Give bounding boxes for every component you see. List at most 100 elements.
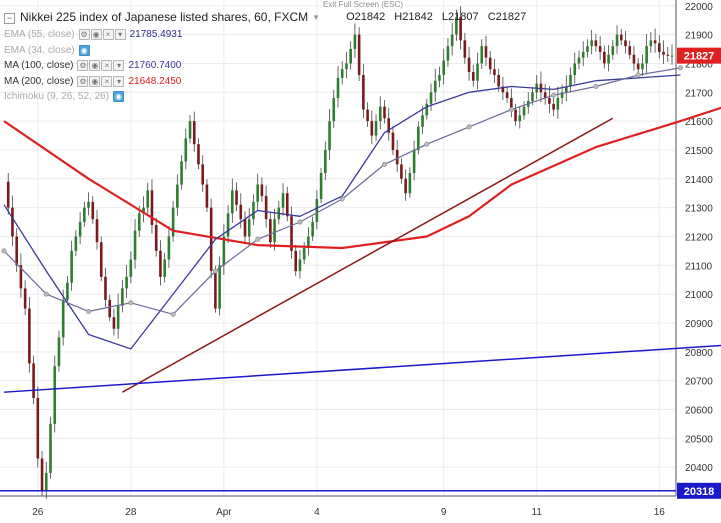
candle-body <box>104 276 107 300</box>
candle-body <box>467 57 471 73</box>
indicator-row-ema55[interactable]: EMA (55, close) ⚙ ◉ × ▾ 21785.4931 <box>4 27 532 43</box>
indicator-row-ichimoku[interactable]: Ichimoku (9, 26, 52, 26) ◉ <box>4 89 532 105</box>
candle-body <box>362 74 365 110</box>
indicator-label: MA (200, close) <box>4 75 74 87</box>
settings-icon[interactable]: ⚙ <box>77 75 89 87</box>
candle-body <box>501 86 505 93</box>
candle-body <box>581 51 585 58</box>
candle-body <box>598 46 602 52</box>
candle-body <box>619 34 623 41</box>
close-icon[interactable]: × <box>101 75 113 87</box>
indicator-row-ma200[interactable]: MA (200, close) ⚙ ◉ × ▾ 21648.2450 <box>4 74 532 90</box>
candle-body <box>163 259 166 277</box>
candle-body <box>243 219 247 237</box>
exit-fullscreen-button[interactable]: Exit Full Screen (ESC) <box>320 0 407 9</box>
y-tick-label: 21100 <box>685 261 713 272</box>
candle-body <box>429 92 433 104</box>
candle-body <box>455 17 458 35</box>
chevron-down-icon[interactable]: ▼ <box>312 13 321 23</box>
indicator-controls: ⚙ ◉ × ▾ <box>78 29 126 41</box>
eye-icon[interactable]: ◉ <box>89 75 101 87</box>
close-icon[interactable]: × <box>102 29 114 41</box>
candle-body <box>404 178 407 194</box>
indicator-value: 21648.2450 <box>128 75 182 87</box>
candle-body <box>66 282 69 300</box>
ema34-dot <box>339 196 345 202</box>
candle-body <box>543 92 547 99</box>
collapse-icon[interactable]: − <box>4 12 15 24</box>
candle-body <box>171 207 175 237</box>
candle-body <box>378 106 382 122</box>
x-tick-label: 9 <box>441 507 447 518</box>
candle-body <box>239 204 243 220</box>
settings-icon[interactable]: ⚙ <box>77 60 89 72</box>
candle-body <box>417 126 420 150</box>
y-tick-label: 22000 <box>685 2 713 13</box>
candle-body <box>395 149 399 165</box>
candle-body <box>11 207 14 237</box>
more-icon[interactable]: ▾ <box>113 60 125 72</box>
close-icon[interactable]: × <box>101 60 113 72</box>
indicator-label: MA (100, close) <box>4 60 74 71</box>
settings-icon[interactable]: ⚙ <box>78 29 90 41</box>
ohlc-open: O21842 <box>346 11 386 24</box>
ema34-dot <box>128 300 134 306</box>
y-tick-label: 21500 <box>685 146 713 157</box>
candle-body <box>154 224 158 251</box>
candle-body <box>387 118 391 133</box>
eye-icon[interactable]: ◉ <box>90 29 102 41</box>
candle-body <box>235 190 238 205</box>
ema34-dot <box>382 161 388 167</box>
candle-body <box>23 288 27 309</box>
ema34-dot <box>466 124 472 130</box>
candle-body <box>298 259 302 272</box>
candle-body <box>518 115 522 122</box>
candle-body <box>116 305 120 329</box>
ema34-dot <box>508 107 514 113</box>
more-icon[interactable]: ▾ <box>113 75 125 87</box>
support-price-label: 20318 <box>684 486 715 498</box>
x-tick-label: 16 <box>654 507 666 518</box>
eye-icon[interactable]: ◉ <box>113 91 125 103</box>
candle-body <box>247 219 251 237</box>
candle-body <box>40 458 44 491</box>
y-tick-label: 21800 <box>685 59 713 70</box>
eye-icon[interactable]: ◉ <box>78 44 90 56</box>
ohlc-low: L21807 <box>441 11 479 24</box>
ema34-dot <box>677 65 683 71</box>
candle-body <box>590 40 593 47</box>
candle-body <box>522 106 526 116</box>
ohlc-readout: O21842 H21842 L21807 C21827 <box>346 10 532 26</box>
candle-body <box>180 161 183 185</box>
candle-body <box>290 216 293 251</box>
candle-body <box>353 34 357 50</box>
y-tick-label: 20800 <box>685 348 713 359</box>
trendline <box>122 117 614 393</box>
candle-body <box>108 299 111 318</box>
candle-body <box>121 288 124 306</box>
y-tick-label: 20700 <box>685 377 713 388</box>
trendline <box>3 344 721 393</box>
candle-body <box>324 149 327 174</box>
candle-body <box>357 34 361 75</box>
ema34-dot <box>424 141 430 147</box>
candle-body <box>192 121 196 145</box>
ema34-dot <box>212 268 218 274</box>
candle-body <box>565 86 568 93</box>
indicator-label: Ichimoku (9, 26, 52, 26) <box>4 91 110 102</box>
y-tick-label: 21600 <box>685 117 713 128</box>
candle-body <box>624 40 627 47</box>
indicator-row-ema34[interactable]: EMA (34, close) ◉ <box>4 43 532 59</box>
indicator-row-ma100[interactable]: MA (100, close) ⚙ ◉ × ▾ 21760.7400 <box>4 58 532 74</box>
candle-body <box>514 109 517 122</box>
candle-body <box>61 299 65 338</box>
candle-body <box>391 132 395 150</box>
candle-body <box>146 190 150 208</box>
indicator-value: 21785.4931 <box>129 29 183 40</box>
eye-icon[interactable]: ◉ <box>89 60 101 72</box>
indicator-controls: ⚙ ◉ × ▾ <box>77 60 125 72</box>
ema34-dot <box>43 291 49 297</box>
candle-body <box>607 54 610 64</box>
more-icon[interactable]: ▾ <box>114 29 126 41</box>
